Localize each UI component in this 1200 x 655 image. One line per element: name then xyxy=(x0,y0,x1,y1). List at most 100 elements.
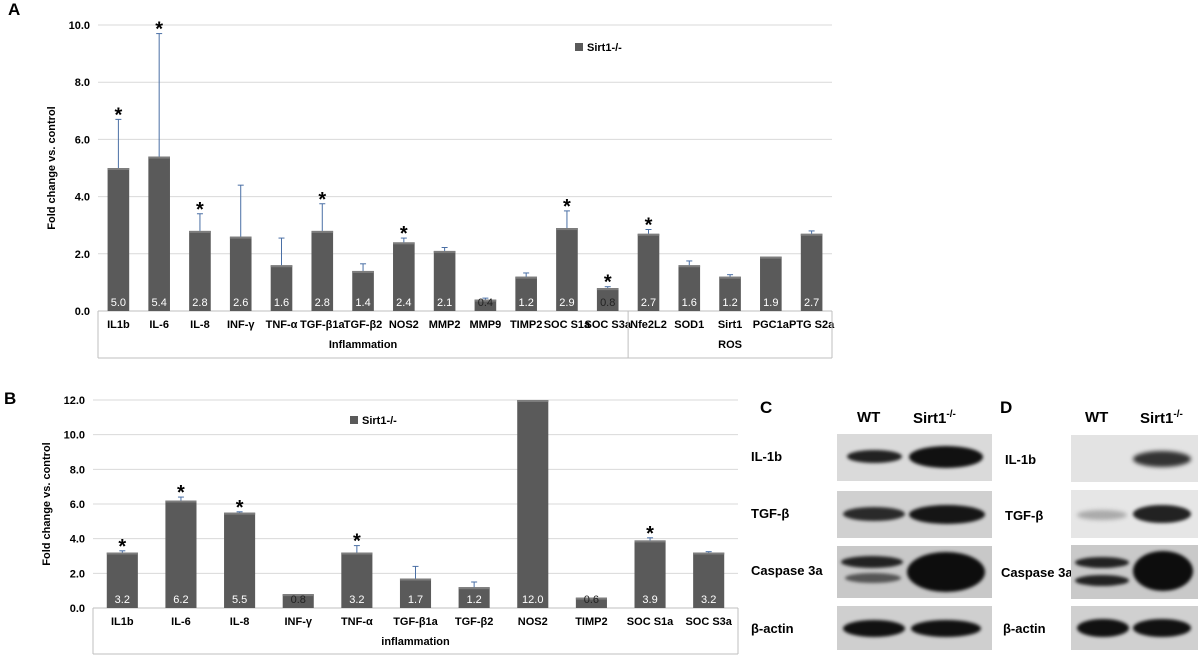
chart-a-xtick-13: Nfe2L2 xyxy=(630,319,667,331)
chart-a-xtick-12: SOC S3a xyxy=(584,319,631,331)
blot-c-strip-tgfb xyxy=(837,491,992,538)
chart-b-bar-0 xyxy=(106,552,138,608)
chart-b-bar-top-10 xyxy=(693,552,725,555)
chart-b-value-label-2: 5.5 xyxy=(232,594,247,606)
chart-b-bar-top-0 xyxy=(106,552,138,555)
chart-a-sig-13: * xyxy=(645,214,653,236)
chart-a-bar-top-4 xyxy=(270,265,293,268)
blot-d-wt-header: WT xyxy=(1085,409,1109,426)
chart-b: 0.0 2.0 4.0 6.0 8.0 10.0 12.0 Fold change vs. c… xyxy=(41,395,739,655)
blot-d-row-label-0: IL-1b xyxy=(1005,452,1037,467)
chart-b-bar-top-6 xyxy=(458,587,490,590)
chart-b-value-label-3: 0.8 xyxy=(291,594,306,606)
chart-a-sig-2: * xyxy=(196,199,204,221)
chart-b-xtick-5: TGF-β1a xyxy=(393,616,438,628)
chart-b-sig-1: * xyxy=(177,482,185,504)
chart-a-bar-top-10 xyxy=(515,276,537,279)
chart-a-xtick-5: TGF-β1a xyxy=(300,319,345,331)
chart-b-bar-3 xyxy=(282,594,314,608)
chart-b-value-label-6: 1.2 xyxy=(466,594,481,606)
panel-letter-b: B xyxy=(4,389,17,408)
chart-a-xtick-8: MMP2 xyxy=(429,319,461,331)
chart-a-value-label-5: 2.8 xyxy=(315,297,330,309)
blot-c-strip-bactin xyxy=(837,606,992,650)
chart-b-bar-10 xyxy=(693,552,725,608)
chart-a-bar-top-12 xyxy=(596,288,619,291)
blot-c-ko-sup: -/- xyxy=(946,409,956,420)
chart-b-xtick-6: TGF-β2 xyxy=(455,616,494,628)
chart-a-bar-top-8 xyxy=(433,250,456,253)
chart-a-bar-1 xyxy=(148,156,170,311)
blot-c-band-wt-tgfb xyxy=(843,507,905,521)
chart-b-value-label-5: 1.7 xyxy=(408,594,423,606)
chart-a-bar-top-6 xyxy=(352,270,374,273)
panel-letter-a: A xyxy=(8,0,21,19)
chart-a-bar-8 xyxy=(433,250,456,311)
chart-b-value-label-4: 3.2 xyxy=(349,594,364,606)
blot-c-ko-header: Sirt1-/- xyxy=(913,409,956,427)
chart-b-bar-6 xyxy=(458,587,490,608)
chart-a-bar-top-17 xyxy=(800,233,823,236)
chart-a-bar-top-1 xyxy=(148,156,170,159)
chart-a-bar-top-0 xyxy=(107,168,130,170)
blot-d-strip-casp3a xyxy=(1071,545,1198,599)
blot-d-band-ko-il1b xyxy=(1133,451,1191,467)
chart-b-xtick-9: SOC S1a xyxy=(627,616,674,628)
blot-d-strip-tgfb xyxy=(1071,490,1198,538)
chart-b-legend-swatch xyxy=(350,416,358,424)
chart-b-xtick-8: TIMP2 xyxy=(575,616,607,628)
chart-b-xtick-2: IL-8 xyxy=(230,616,250,628)
chart-b-bar-4 xyxy=(341,552,373,608)
chart-a-xtick-15: Sirt1 xyxy=(718,319,742,331)
chart-a-xtick-11: SOC S1a xyxy=(544,319,591,331)
chart-a-xtick-17: PTG S2a xyxy=(789,319,835,331)
blot-d-ko-header: Sirt1-/- xyxy=(1140,409,1183,427)
chart-a-bar-2 xyxy=(189,230,211,311)
chart-a-sig-12: * xyxy=(604,272,612,294)
chart-a-bar-top-13 xyxy=(637,233,660,236)
chart-b-ylabel: Fold change vs. control xyxy=(41,442,53,565)
blot-c-band-ko-tgfb xyxy=(909,505,985,524)
chart-b-value-label-0: 3.2 xyxy=(115,594,130,606)
blot-c-band-wt-bactin xyxy=(843,620,905,637)
chart-a-group-label-0: Inflammation xyxy=(329,339,398,351)
chart-b-bar-top-7 xyxy=(517,400,549,402)
chart-b-bar-top-4 xyxy=(341,552,373,555)
chart-a-bar-14 xyxy=(678,265,701,311)
chart-a-bar-top-15 xyxy=(719,276,741,279)
chart-a-xtick-14: SOD1 xyxy=(674,319,704,331)
chart-a-value-label-15: 1.2 xyxy=(722,297,737,309)
chart-b-ytick-4: 8.0 xyxy=(70,464,85,476)
chart-a-value-label-11: 2.9 xyxy=(559,297,574,309)
chart-b-ytick-2: 4.0 xyxy=(70,534,85,546)
blot-d-row-label-2: Caspase 3a xyxy=(1001,565,1073,580)
chart-b-xtick-7: NOS2 xyxy=(518,616,548,628)
chart-a-sig-7: * xyxy=(400,223,408,245)
blot-c-strip-il1b xyxy=(837,434,992,481)
panel-letter-d: D xyxy=(1000,398,1013,417)
chart-a-bar-17 xyxy=(800,233,823,311)
blot-c-ko-label: Sirt1 xyxy=(913,410,947,427)
chart-b-bar-1 xyxy=(165,500,197,608)
chart-b-bar-top-5 xyxy=(399,578,432,581)
chart-a-xtick-1: IL-6 xyxy=(149,319,169,331)
chart-b-bar-top-8 xyxy=(575,597,607,600)
chart-a: 0.0 2.0 4.0 6.0 8.0 10.0 Fold change vs. contr… xyxy=(46,19,835,359)
chart-b-bar-top-9 xyxy=(634,540,666,543)
chart-a-bar-5 xyxy=(311,230,334,311)
chart-a-value-label-6: 1.4 xyxy=(355,297,370,309)
chart-a-bar-top-11 xyxy=(556,228,578,231)
chart-a-ytick-2: 4.0 xyxy=(75,192,90,204)
chart-a-ytick-3: 6.0 xyxy=(75,134,90,146)
chart-a-bar-6 xyxy=(352,270,374,311)
chart-a-bar-13 xyxy=(637,233,660,311)
chart-a-ytick-5: 10.0 xyxy=(69,20,90,32)
chart-a-xtick-10: TIMP2 xyxy=(510,319,542,331)
blot-c-row-label-2: Caspase 3a xyxy=(751,563,823,578)
chart-a-xtick-0: IL1b xyxy=(107,319,130,331)
chart-a-sig-11: * xyxy=(563,196,571,218)
panel-letter-c: C xyxy=(760,398,773,417)
chart-a-sig-1: * xyxy=(155,19,163,41)
blot-d-band-ko-casp3a xyxy=(1133,551,1193,591)
blot-c-row-label-0: IL-1b xyxy=(751,449,783,464)
